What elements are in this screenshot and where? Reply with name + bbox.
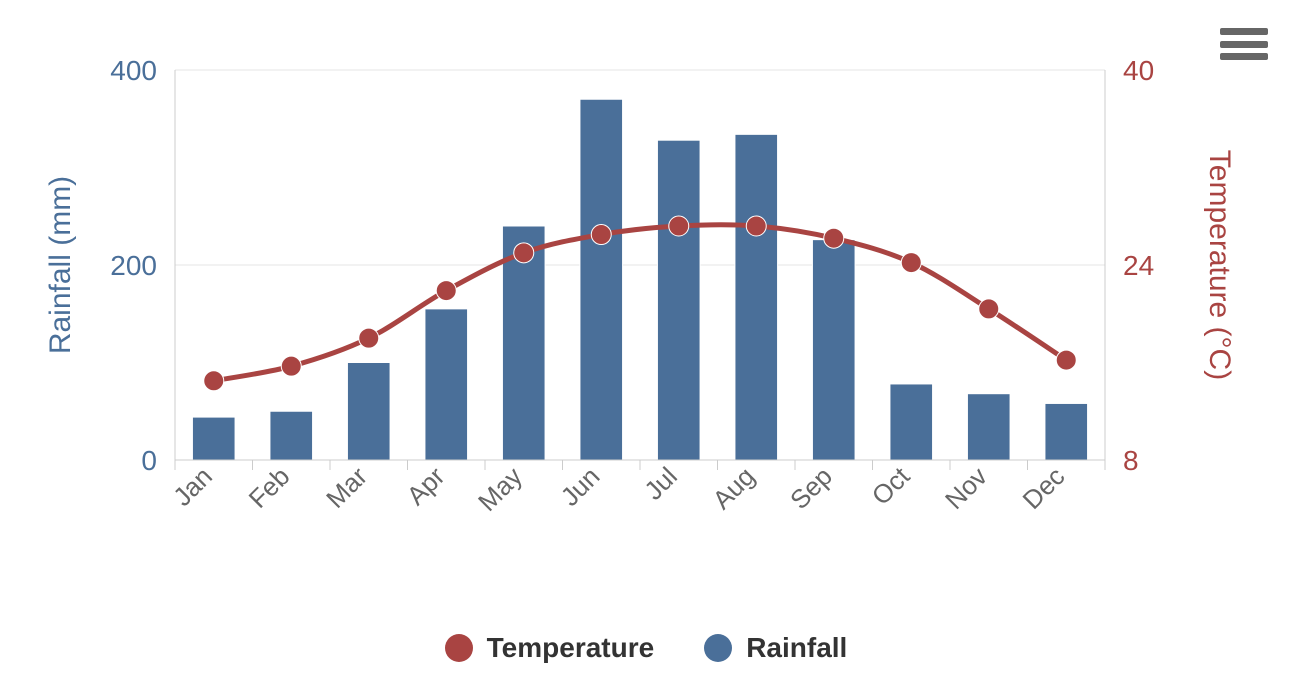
y-left-title: Rainfall (mm) (44, 176, 77, 354)
rainfall-bar[interactable] (812, 240, 855, 460)
climate-chart: JanFebMarAprMayJunJulAugSepOctNovDec0200… (0, 0, 1292, 694)
rainfall-bar[interactable] (967, 394, 1010, 460)
x-axis-label: May (472, 461, 528, 517)
temperature-marker[interactable] (746, 216, 766, 236)
x-axis-label: Nov (939, 461, 993, 515)
temperature-marker[interactable] (204, 371, 224, 391)
chart-menu-button[interactable] (1220, 24, 1268, 64)
x-axis-label: Oct (866, 460, 916, 510)
legend-item-temperature[interactable]: Temperature (445, 632, 655, 664)
rainfall-bar[interactable] (1045, 403, 1088, 460)
temperature-line[interactable] (214, 225, 1067, 381)
rainfall-bar[interactable] (347, 363, 390, 461)
y-right-title: Temperature (°C) (1203, 150, 1236, 380)
rainfall-bar[interactable] (192, 417, 235, 460)
legend-item-rainfall[interactable]: Rainfall (704, 632, 847, 664)
temperature-marker[interactable] (436, 281, 456, 301)
y-right-tick-label: 40 (1123, 55, 1154, 86)
rainfall-bar[interactable] (890, 384, 933, 460)
temperature-marker[interactable] (979, 299, 999, 319)
y-right-tick-label: 24 (1123, 250, 1154, 281)
rainfall-bar[interactable] (270, 411, 313, 460)
hamburger-line (1220, 41, 1268, 48)
y-left-tick-label: 0 (141, 445, 157, 476)
rainfall-bar[interactable] (425, 309, 468, 460)
temperature-marker[interactable] (669, 216, 689, 236)
temperature-marker[interactable] (359, 328, 379, 348)
rainfall-bar[interactable] (657, 140, 700, 460)
x-axis-label: Aug (707, 461, 761, 515)
x-axis-label: Feb (243, 461, 296, 514)
temperature-marker[interactable] (1056, 350, 1076, 370)
legend-marker-temperature (445, 634, 473, 662)
y-left-tick-label: 200 (110, 250, 157, 281)
temperature-marker[interactable] (591, 225, 611, 245)
y-left-tick-label: 400 (110, 55, 157, 86)
legend-label-temperature: Temperature (487, 632, 655, 664)
temperature-marker[interactable] (281, 356, 301, 376)
rainfall-bar[interactable] (580, 99, 623, 460)
x-axis-label: Mar (320, 461, 373, 514)
x-axis-label: Apr (401, 461, 451, 511)
chart-legend: Temperature Rainfall (0, 632, 1292, 664)
hamburger-line (1220, 53, 1268, 60)
temperature-marker[interactable] (514, 243, 534, 263)
legend-label-rainfall: Rainfall (746, 632, 847, 664)
x-axis-label: Sep (784, 461, 838, 515)
x-axis-label: Dec (1017, 461, 1071, 515)
chart-svg: JanFebMarAprMayJunJulAugSepOctNovDec0200… (0, 0, 1292, 694)
temperature-marker[interactable] (901, 253, 921, 273)
rainfall-bar[interactable] (735, 134, 778, 460)
legend-marker-rainfall (704, 634, 732, 662)
x-axis-label: Jul (638, 461, 683, 506)
hamburger-line (1220, 28, 1268, 35)
temperature-marker[interactable] (824, 228, 844, 248)
y-right-tick-label: 8 (1123, 445, 1139, 476)
